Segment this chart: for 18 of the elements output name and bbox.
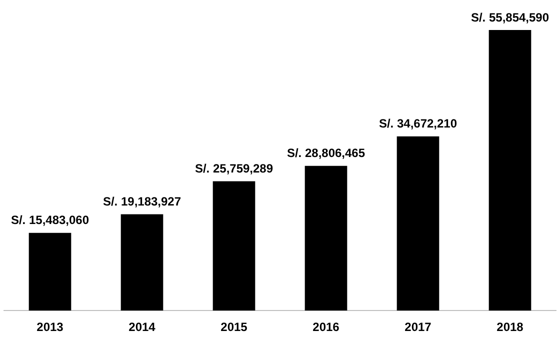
data-label: S/. 19,183,927 — [102, 194, 182, 209]
x-tick-label: 2018 — [496, 320, 524, 334]
bar — [28, 232, 72, 311]
bar — [488, 30, 532, 311]
x-tick-label: 2015 — [220, 320, 248, 334]
bar — [396, 136, 440, 311]
data-label: S/. 55,854,590 — [470, 10, 550, 24]
data-label: S/. 25,759,289 — [194, 162, 274, 176]
x-tick-label: 2016 — [312, 320, 340, 334]
data-label: S/. 34,672,210 — [378, 116, 458, 131]
bar — [120, 214, 164, 311]
x-tick-label: 2014 — [128, 320, 156, 334]
data-label: S/. 15,483,060 — [10, 213, 90, 228]
data-label: S/. 28,806,465 — [286, 146, 366, 160]
x-tick-label: 2013 — [36, 320, 64, 334]
bar — [212, 181, 256, 311]
bar — [304, 166, 348, 311]
x-tick-label: 2017 — [404, 320, 432, 334]
